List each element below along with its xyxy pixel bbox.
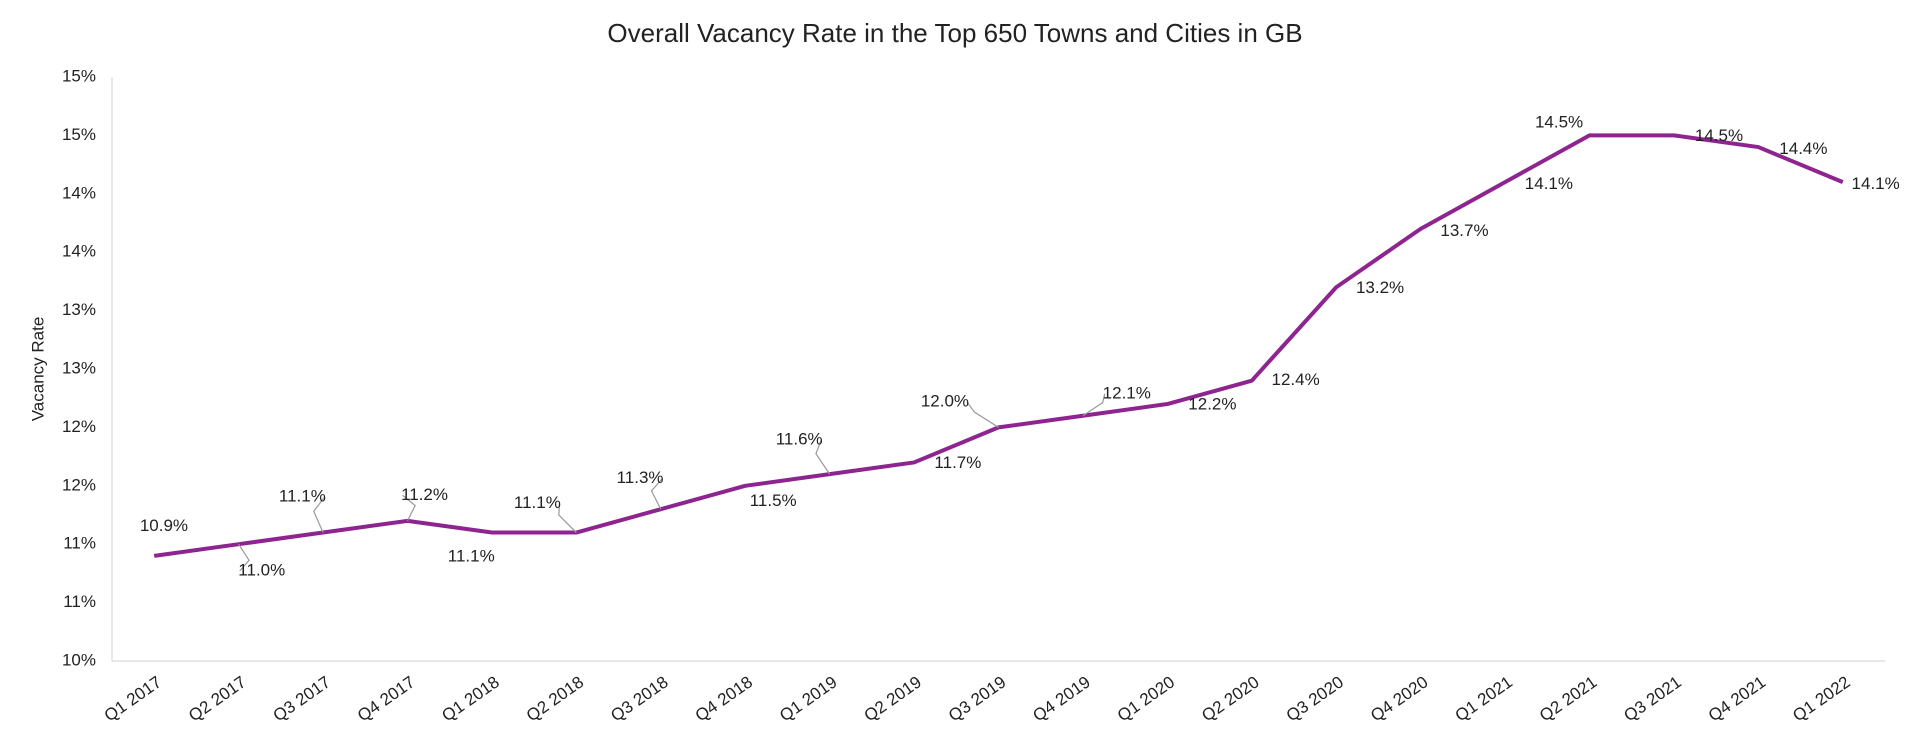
data-label: 11.3% xyxy=(617,468,664,487)
x-tick-label: Q4 2017 xyxy=(354,672,418,725)
y-tick-label: 13% xyxy=(62,358,96,377)
x-tick-label: Q3 2019 xyxy=(945,672,1009,725)
leader-line xyxy=(313,496,325,533)
x-tick-label: Q4 2018 xyxy=(692,672,756,725)
data-label: 14.1% xyxy=(1525,174,1573,193)
x-tick-label: Q1 2019 xyxy=(776,672,840,725)
data-label: 14.4% xyxy=(1779,139,1827,158)
x-tick-label: Q1 2021 xyxy=(1452,672,1516,725)
x-tick-label: Q1 2018 xyxy=(438,672,502,725)
x-tick-label: Q2 2019 xyxy=(861,672,925,725)
x-tick-label: Q3 2018 xyxy=(607,672,671,725)
leader-line xyxy=(815,439,831,475)
x-tick-label: Q2 2018 xyxy=(523,672,587,725)
y-tick-label: 14% xyxy=(62,242,96,261)
data-label: 11.6% xyxy=(776,430,823,449)
y-tick-label: 13% xyxy=(62,300,96,319)
y-axis-label: Vacancy Rate xyxy=(28,317,47,422)
data-label: 12.1% xyxy=(1103,383,1151,402)
data-label: 12.0% xyxy=(921,391,969,410)
x-tick-label: Q2 2017 xyxy=(185,672,249,725)
data-label: 11.1% xyxy=(448,546,495,565)
y-tick-label: 12% xyxy=(62,417,96,436)
y-tick-label: 15% xyxy=(62,66,96,85)
leader-line xyxy=(238,543,250,572)
x-tick-label: Q4 2020 xyxy=(1367,672,1431,725)
x-tick-label: Q4 2019 xyxy=(1029,672,1093,725)
y-tick-label: 15% xyxy=(62,125,96,144)
data-label: 11.7% xyxy=(934,453,981,472)
chart-title: Overall Vacancy Rate in the Top 650 Town… xyxy=(607,18,1302,48)
data-label: 12.2% xyxy=(1188,395,1236,414)
x-tick-label: Q2 2021 xyxy=(1536,672,1600,725)
data-label: 11.1% xyxy=(514,493,561,512)
x-tick-label: Q1 2020 xyxy=(1114,672,1178,725)
x-tick-label: Q3 2020 xyxy=(1283,672,1347,725)
data-label: 13.2% xyxy=(1356,278,1404,297)
leader-line xyxy=(402,494,416,522)
x-tick-label: Q1 2022 xyxy=(1789,672,1853,725)
leader-line xyxy=(1082,393,1106,417)
x-tick-label: Q1 2017 xyxy=(101,672,165,725)
data-label: 14.5% xyxy=(1695,126,1743,145)
leader-line xyxy=(650,478,663,510)
data-label: 11.1% xyxy=(279,487,326,506)
x-tick-label: Q3 2021 xyxy=(1620,672,1684,725)
x-tick-label: Q3 2017 xyxy=(270,672,334,725)
y-tick-label: 11% xyxy=(63,534,96,553)
y-tick-label: 12% xyxy=(62,475,96,494)
data-label: 10.9% xyxy=(140,516,188,535)
x-tick-label: Q2 2020 xyxy=(1198,672,1262,725)
data-label: 11.0% xyxy=(238,560,285,579)
y-tick-label: 14% xyxy=(62,183,96,202)
data-label: 13.7% xyxy=(1440,221,1488,240)
y-tick-label: 11% xyxy=(63,592,96,611)
data-label: 14.1% xyxy=(1852,174,1900,193)
data-label: 11.2% xyxy=(401,485,448,504)
y-tick-label: 10% xyxy=(62,650,96,669)
leader-line xyxy=(558,503,577,533)
data-label: 14.5% xyxy=(1535,113,1583,132)
x-tick-label: Q4 2021 xyxy=(1705,672,1769,725)
leader-line xyxy=(966,401,999,428)
data-label: 11.5% xyxy=(750,491,797,510)
data-label: 12.4% xyxy=(1272,370,1320,389)
